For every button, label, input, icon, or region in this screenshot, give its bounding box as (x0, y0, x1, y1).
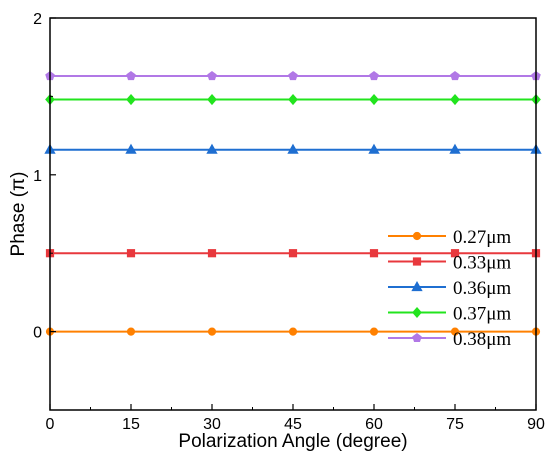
data-point (368, 143, 380, 154)
data-point (288, 70, 298, 81)
data-point (450, 93, 460, 106)
series-3 (45, 93, 541, 106)
legend-entry-2: 0.36μm (388, 278, 511, 299)
data-point (206, 143, 218, 154)
x-tick-label: 15 (122, 416, 140, 433)
data-point (369, 249, 379, 258)
data-point (288, 249, 298, 258)
data-point (369, 70, 379, 81)
data-point (288, 327, 298, 336)
data-point (288, 93, 298, 106)
y-axis-title: Phase (π) (8, 172, 29, 257)
legend-marker (412, 306, 422, 319)
legend-marker (412, 257, 422, 266)
data-point (369, 327, 379, 336)
data-point (126, 70, 136, 81)
data-point (287, 143, 299, 154)
y-tick-label: 2 (33, 11, 42, 28)
legend-label: 0.27μm (453, 227, 511, 248)
x-tick-label: 0 (46, 416, 55, 433)
data-point (369, 93, 379, 106)
data-point (450, 249, 460, 258)
legend-label: 0.33μm (453, 253, 511, 274)
data-point (207, 249, 217, 258)
legend-marker (412, 231, 422, 241)
legend: 0.27μm 0.33μm 0.36μm 0.37μm 0.38μm (388, 227, 511, 350)
x-tick-label: 45 (284, 416, 302, 433)
data-point (126, 93, 136, 106)
x-axis-title: Polarization Angle (degree) (178, 431, 407, 452)
legend-label: 0.38μm (453, 329, 511, 350)
x-tick-label: 30 (203, 416, 221, 433)
legend-label: 0.37μm (453, 304, 511, 325)
data-point (126, 327, 136, 336)
data-point (126, 249, 136, 258)
axis-ticks: 0 15 30 45 60 75 90 0 1 2 (33, 11, 545, 433)
legend-entry-3: 0.37μm (388, 304, 511, 325)
x-tick-label: 90 (527, 416, 545, 433)
x-tick-label: 60 (365, 416, 383, 433)
data-point (450, 70, 460, 81)
legend-entry-1: 0.33μm (388, 253, 511, 274)
x-tick-label: 75 (446, 416, 464, 433)
y-tick-label: 0 (33, 325, 42, 342)
data-point (207, 327, 217, 336)
series-0 (45, 327, 541, 336)
y-tick-label: 1 (33, 168, 42, 185)
legend-label: 0.36μm (453, 278, 511, 299)
legend-entry-0: 0.27μm (388, 227, 511, 248)
series-4 (45, 70, 541, 81)
data-point (207, 70, 217, 81)
legend-entry-4: 0.38μm (388, 329, 511, 350)
data-point (449, 143, 461, 154)
legend-marker (412, 332, 422, 343)
plot-series (44, 70, 542, 336)
data-point (125, 143, 137, 154)
series-2 (44, 143, 542, 154)
data-point (450, 327, 460, 336)
data-point (207, 93, 217, 106)
legend-marker (411, 280, 423, 292)
